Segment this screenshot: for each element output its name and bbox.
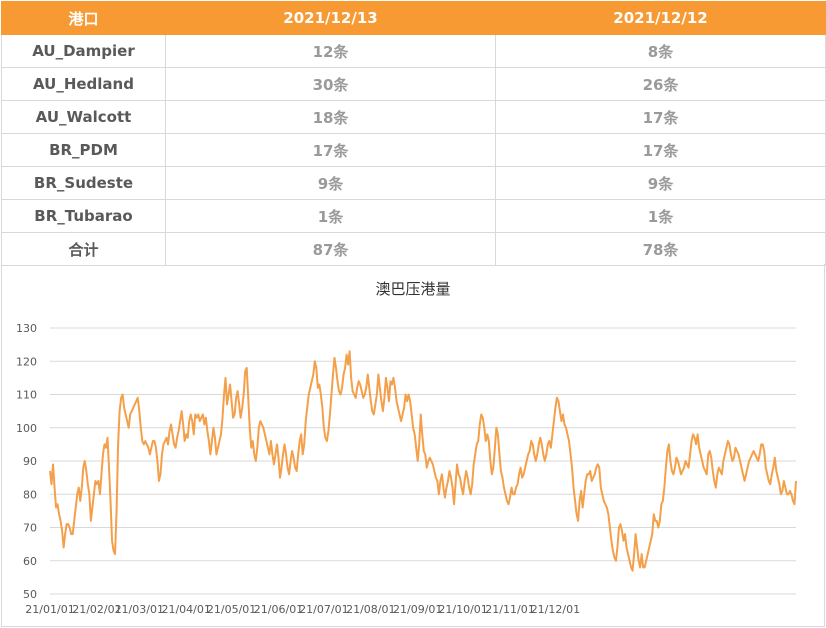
chart-panel [1,264,825,627]
x-tick-label: 21/04/01 [161,603,210,616]
table-row: AU_Dampier 12条 8条 [1,34,826,68]
y-tick-label: 100 [16,422,37,435]
x-tick-label: 21/01/01 [25,603,74,616]
y-tick-label: 130 [16,322,37,335]
x-tick-label: 21/10/01 [438,603,487,616]
y-tick-label: 60 [23,555,37,568]
table-header-row: 港口 2021/12/13 2021/12/12 [1,1,826,35]
count-1213: 9条 [165,166,496,200]
x-tick-label: 21/07/01 [299,603,348,616]
port-name: BR_PDM [1,133,166,167]
y-tick-label: 90 [23,455,37,468]
x-tick-label: 21/05/01 [207,603,256,616]
table-row: AU_Hedland 30条 26条 [1,67,826,101]
y-tick-label: 80 [23,488,37,501]
y-tick-label: 120 [16,355,37,368]
x-tick-label: 21/08/01 [346,603,395,616]
count-1212: 8条 [495,34,826,68]
port-name: AU_Walcott [1,100,166,134]
grid-lines [50,327,796,595]
table-row-total: 合计 87条 78条 [1,232,826,266]
x-axis-labels: 21/01/0121/02/0121/03/0121/04/0121/05/01… [25,603,580,616]
x-tick-label: 21/03/01 [115,603,164,616]
count-1213: 18条 [165,100,496,134]
chart-title: 澳巴压港量 [375,280,450,298]
count-1212: 26条 [495,67,826,101]
y-axis-labels: 50 60 70 80 90 100 110 120 130 [16,322,37,601]
x-tick-label: 21/06/01 [254,603,303,616]
port-table: 港口 2021/12/13 2021/12/12 AU_Dampier 12条 … [1,1,826,266]
y-tick-label: 50 [23,588,37,601]
table-row: AU_Walcott 18条 17条 [1,100,826,134]
count-1213: 30条 [165,67,496,101]
y-tick-label: 110 [16,389,37,402]
x-tick-label: 21/12/01 [531,603,580,616]
x-tick-label: 21/09/01 [393,603,442,616]
table-row: BR_Sudeste 9条 9条 [1,166,826,200]
table-row: BR_Tubarao 1条 1条 [1,199,826,233]
total-label: 合计 [1,232,166,266]
series-line [49,350,797,572]
table-row: BR_PDM 17条 17条 [1,133,826,167]
x-tick-label: 21/11/01 [485,603,534,616]
y-tick-label: 70 [23,522,37,535]
port-name: AU_Dampier [1,34,166,68]
x-tick-label: 21/02/01 [72,603,121,616]
total-1212: 78条 [495,232,826,266]
count-1213: 12条 [165,34,496,68]
port-name: BR_Tubarao [1,199,166,233]
count-1212: 1条 [495,199,826,233]
total-1213: 87条 [165,232,496,266]
count-1212: 17条 [495,100,826,134]
port-name: BR_Sudeste [1,166,166,200]
count-1212: 17条 [495,133,826,167]
header-port: 港口 [1,1,166,35]
